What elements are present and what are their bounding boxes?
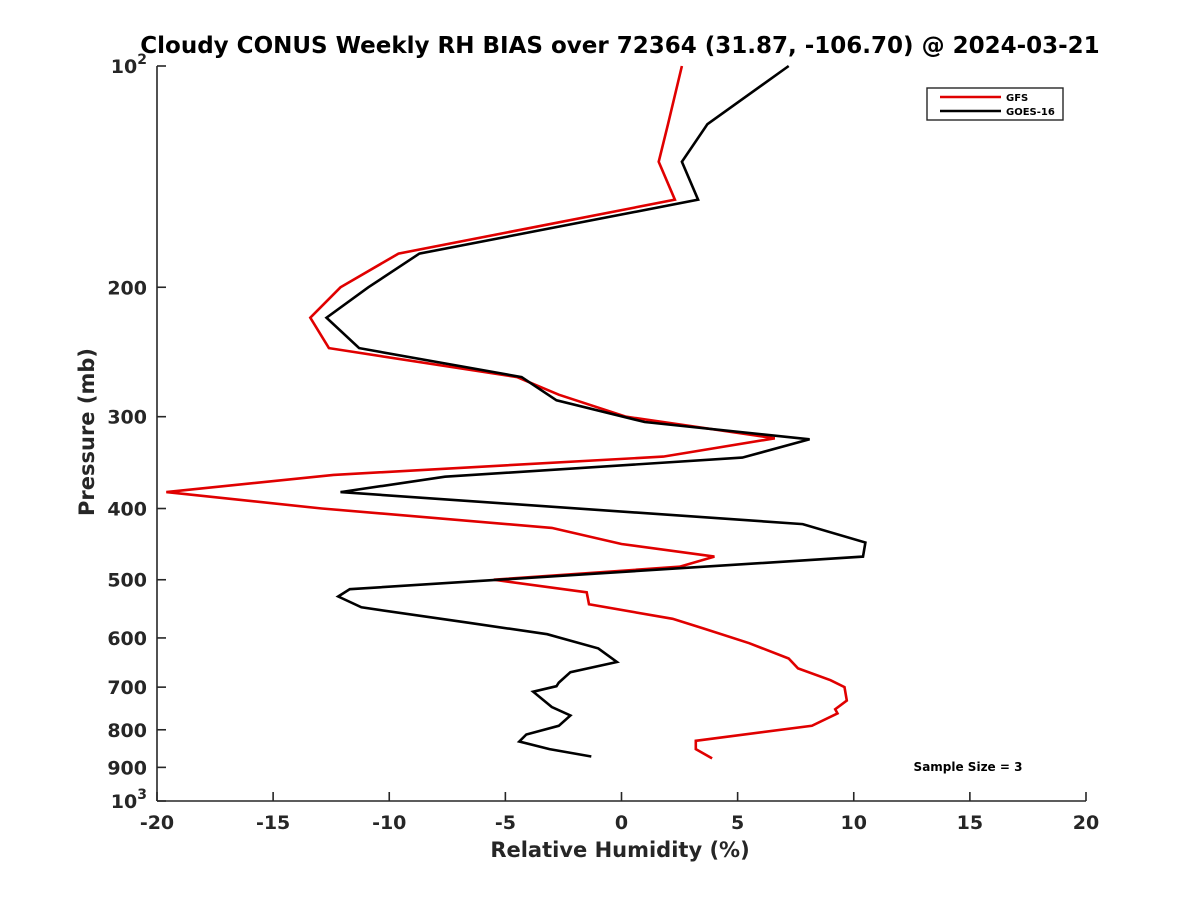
y-tick-label: 500 [107,570,147,592]
x-tick-label: 5 [731,812,744,834]
x-tick-label: 0 [615,812,628,834]
x-tick-label: 10 [841,812,867,834]
x-tick-label: 20 [1073,812,1099,834]
series-line-gfs [166,65,849,760]
x-tick-label: 15 [957,812,983,834]
x-tick-label: -15 [256,812,290,834]
chart-title: Cloudy CONUS Weekly RH BIAS over 72364 (… [140,33,1099,59]
y-tick-label: 800 [107,720,147,742]
y-tick-exponent: 2 [137,52,147,68]
y-tick-exponent: 3 [137,787,147,803]
x-tick-label: -20 [140,812,174,834]
y-tick-label: 900 [107,757,147,779]
x-tick-label: -10 [372,812,406,834]
y-axis-label: Pressure (mb) [75,348,99,516]
series-layer [166,64,867,760]
y-tick-label: 200 [107,277,147,299]
series-line-goes16 [324,64,867,758]
legend-label-gfs: GFS [1006,93,1028,104]
y-tick-label: 700 [107,677,147,699]
x-axis-label: Relative Humidity (%) [490,838,749,862]
y-tick-label: 600 [107,628,147,650]
sample-size-annotation: Sample Size = 3 [914,760,1023,774]
y-tick-label: 300 [107,407,147,429]
x-ticks: -20 -15 -10 -5 0 5 10 15 20 [140,792,1099,834]
y-tick-label: 400 [107,499,147,521]
legend-label-goes16: GOES-16 [1006,107,1055,118]
legend-box [926,87,1064,121]
x-tick-label: -5 [495,812,516,834]
legend: GFS GOES-16 [926,87,1064,121]
